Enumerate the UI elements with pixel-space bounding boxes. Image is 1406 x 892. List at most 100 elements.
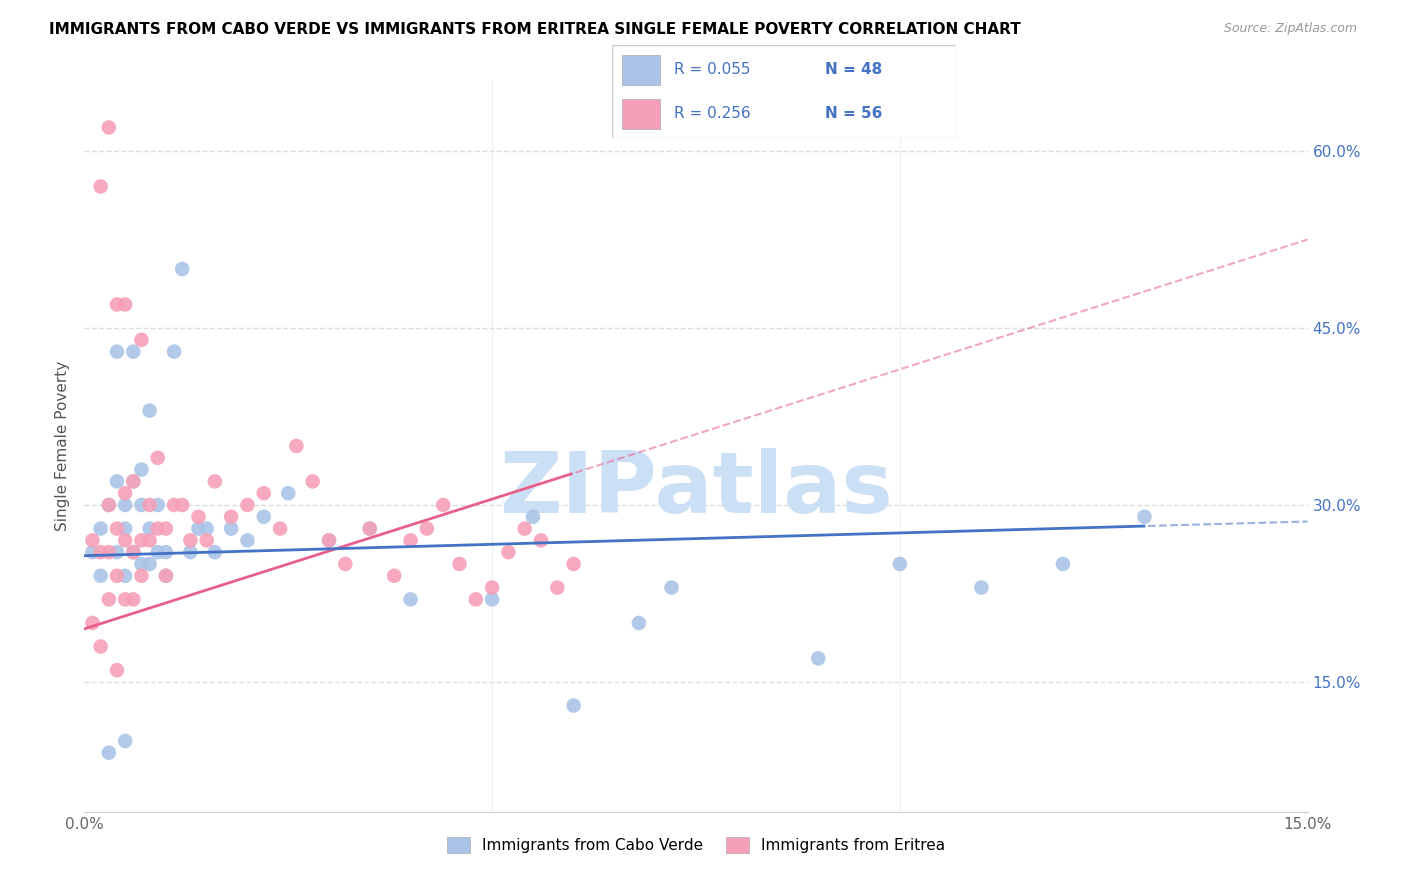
Point bbox=[82, 533, 104, 548]
Point bbox=[269, 522, 291, 536]
Point bbox=[105, 344, 128, 359]
Point bbox=[114, 498, 136, 512]
Point bbox=[562, 557, 585, 571]
Point bbox=[562, 698, 585, 713]
Point bbox=[253, 486, 276, 500]
Point bbox=[114, 568, 136, 582]
Point bbox=[105, 522, 128, 536]
Point bbox=[1133, 509, 1156, 524]
Point bbox=[138, 557, 160, 571]
Point bbox=[253, 509, 276, 524]
Point bbox=[97, 498, 120, 512]
Point bbox=[131, 533, 153, 548]
Point bbox=[90, 522, 112, 536]
Point bbox=[359, 522, 381, 536]
Point bbox=[105, 297, 128, 311]
Point bbox=[522, 509, 544, 524]
Point bbox=[138, 522, 160, 536]
Legend: Immigrants from Cabo Verde, Immigrants from Eritrea: Immigrants from Cabo Verde, Immigrants f… bbox=[440, 830, 952, 859]
Text: ZIPatlas: ZIPatlas bbox=[499, 449, 893, 532]
FancyBboxPatch shape bbox=[621, 55, 659, 85]
Point bbox=[318, 533, 340, 548]
Point bbox=[114, 297, 136, 311]
Point bbox=[155, 545, 177, 559]
Point bbox=[146, 522, 169, 536]
Point bbox=[513, 522, 536, 536]
Text: R = 0.256: R = 0.256 bbox=[673, 106, 751, 121]
Point bbox=[219, 522, 242, 536]
Point bbox=[627, 615, 650, 630]
Text: N = 48: N = 48 bbox=[825, 62, 883, 78]
Point bbox=[236, 498, 259, 512]
Point bbox=[131, 462, 153, 476]
Point bbox=[449, 557, 471, 571]
Point bbox=[204, 545, 226, 559]
Point bbox=[481, 592, 503, 607]
Point bbox=[146, 450, 169, 465]
Point bbox=[122, 545, 145, 559]
Point bbox=[97, 120, 120, 135]
Point bbox=[97, 592, 120, 607]
Point bbox=[187, 509, 209, 524]
Point bbox=[498, 545, 520, 559]
Point bbox=[204, 475, 226, 489]
Point bbox=[889, 557, 911, 571]
FancyBboxPatch shape bbox=[621, 99, 659, 129]
Point bbox=[277, 486, 299, 500]
Point bbox=[301, 475, 323, 489]
Point bbox=[131, 557, 153, 571]
Point bbox=[114, 522, 136, 536]
Y-axis label: Single Female Poverty: Single Female Poverty bbox=[55, 361, 70, 531]
Text: R = 0.055: R = 0.055 bbox=[673, 62, 751, 78]
Point bbox=[195, 533, 218, 548]
Point bbox=[114, 734, 136, 748]
Point bbox=[236, 533, 259, 548]
Point bbox=[155, 522, 177, 536]
Point bbox=[318, 533, 340, 548]
Point bbox=[97, 545, 120, 559]
Point bbox=[155, 568, 177, 582]
Point bbox=[187, 522, 209, 536]
Point bbox=[114, 486, 136, 500]
Point bbox=[179, 533, 201, 548]
Point bbox=[530, 533, 553, 548]
Point bbox=[546, 581, 568, 595]
Point bbox=[163, 344, 186, 359]
Point bbox=[122, 592, 145, 607]
Point bbox=[807, 651, 830, 665]
Point bbox=[114, 533, 136, 548]
Point bbox=[131, 498, 153, 512]
Point bbox=[399, 592, 422, 607]
Point bbox=[90, 179, 112, 194]
Point bbox=[97, 746, 120, 760]
Point bbox=[90, 640, 112, 654]
Point bbox=[172, 498, 194, 512]
Point bbox=[382, 568, 405, 582]
Point bbox=[105, 568, 128, 582]
Point bbox=[970, 581, 993, 595]
Point bbox=[122, 475, 145, 489]
Point bbox=[481, 581, 503, 595]
Point bbox=[335, 557, 357, 571]
Point bbox=[432, 498, 454, 512]
FancyBboxPatch shape bbox=[612, 45, 956, 138]
Point bbox=[131, 333, 153, 347]
Point bbox=[122, 545, 145, 559]
Point bbox=[155, 568, 177, 582]
Text: Source: ZipAtlas.com: Source: ZipAtlas.com bbox=[1223, 22, 1357, 36]
Point bbox=[163, 498, 186, 512]
Point bbox=[105, 475, 128, 489]
Point bbox=[131, 568, 153, 582]
Point bbox=[122, 344, 145, 359]
Point bbox=[138, 403, 160, 417]
Point bbox=[464, 592, 486, 607]
Point bbox=[359, 522, 381, 536]
Point bbox=[179, 545, 201, 559]
Point bbox=[138, 533, 160, 548]
Text: N = 56: N = 56 bbox=[825, 106, 883, 121]
Point bbox=[1052, 557, 1074, 571]
Point bbox=[105, 663, 128, 677]
Point bbox=[138, 498, 160, 512]
Point bbox=[399, 533, 422, 548]
Point bbox=[114, 592, 136, 607]
